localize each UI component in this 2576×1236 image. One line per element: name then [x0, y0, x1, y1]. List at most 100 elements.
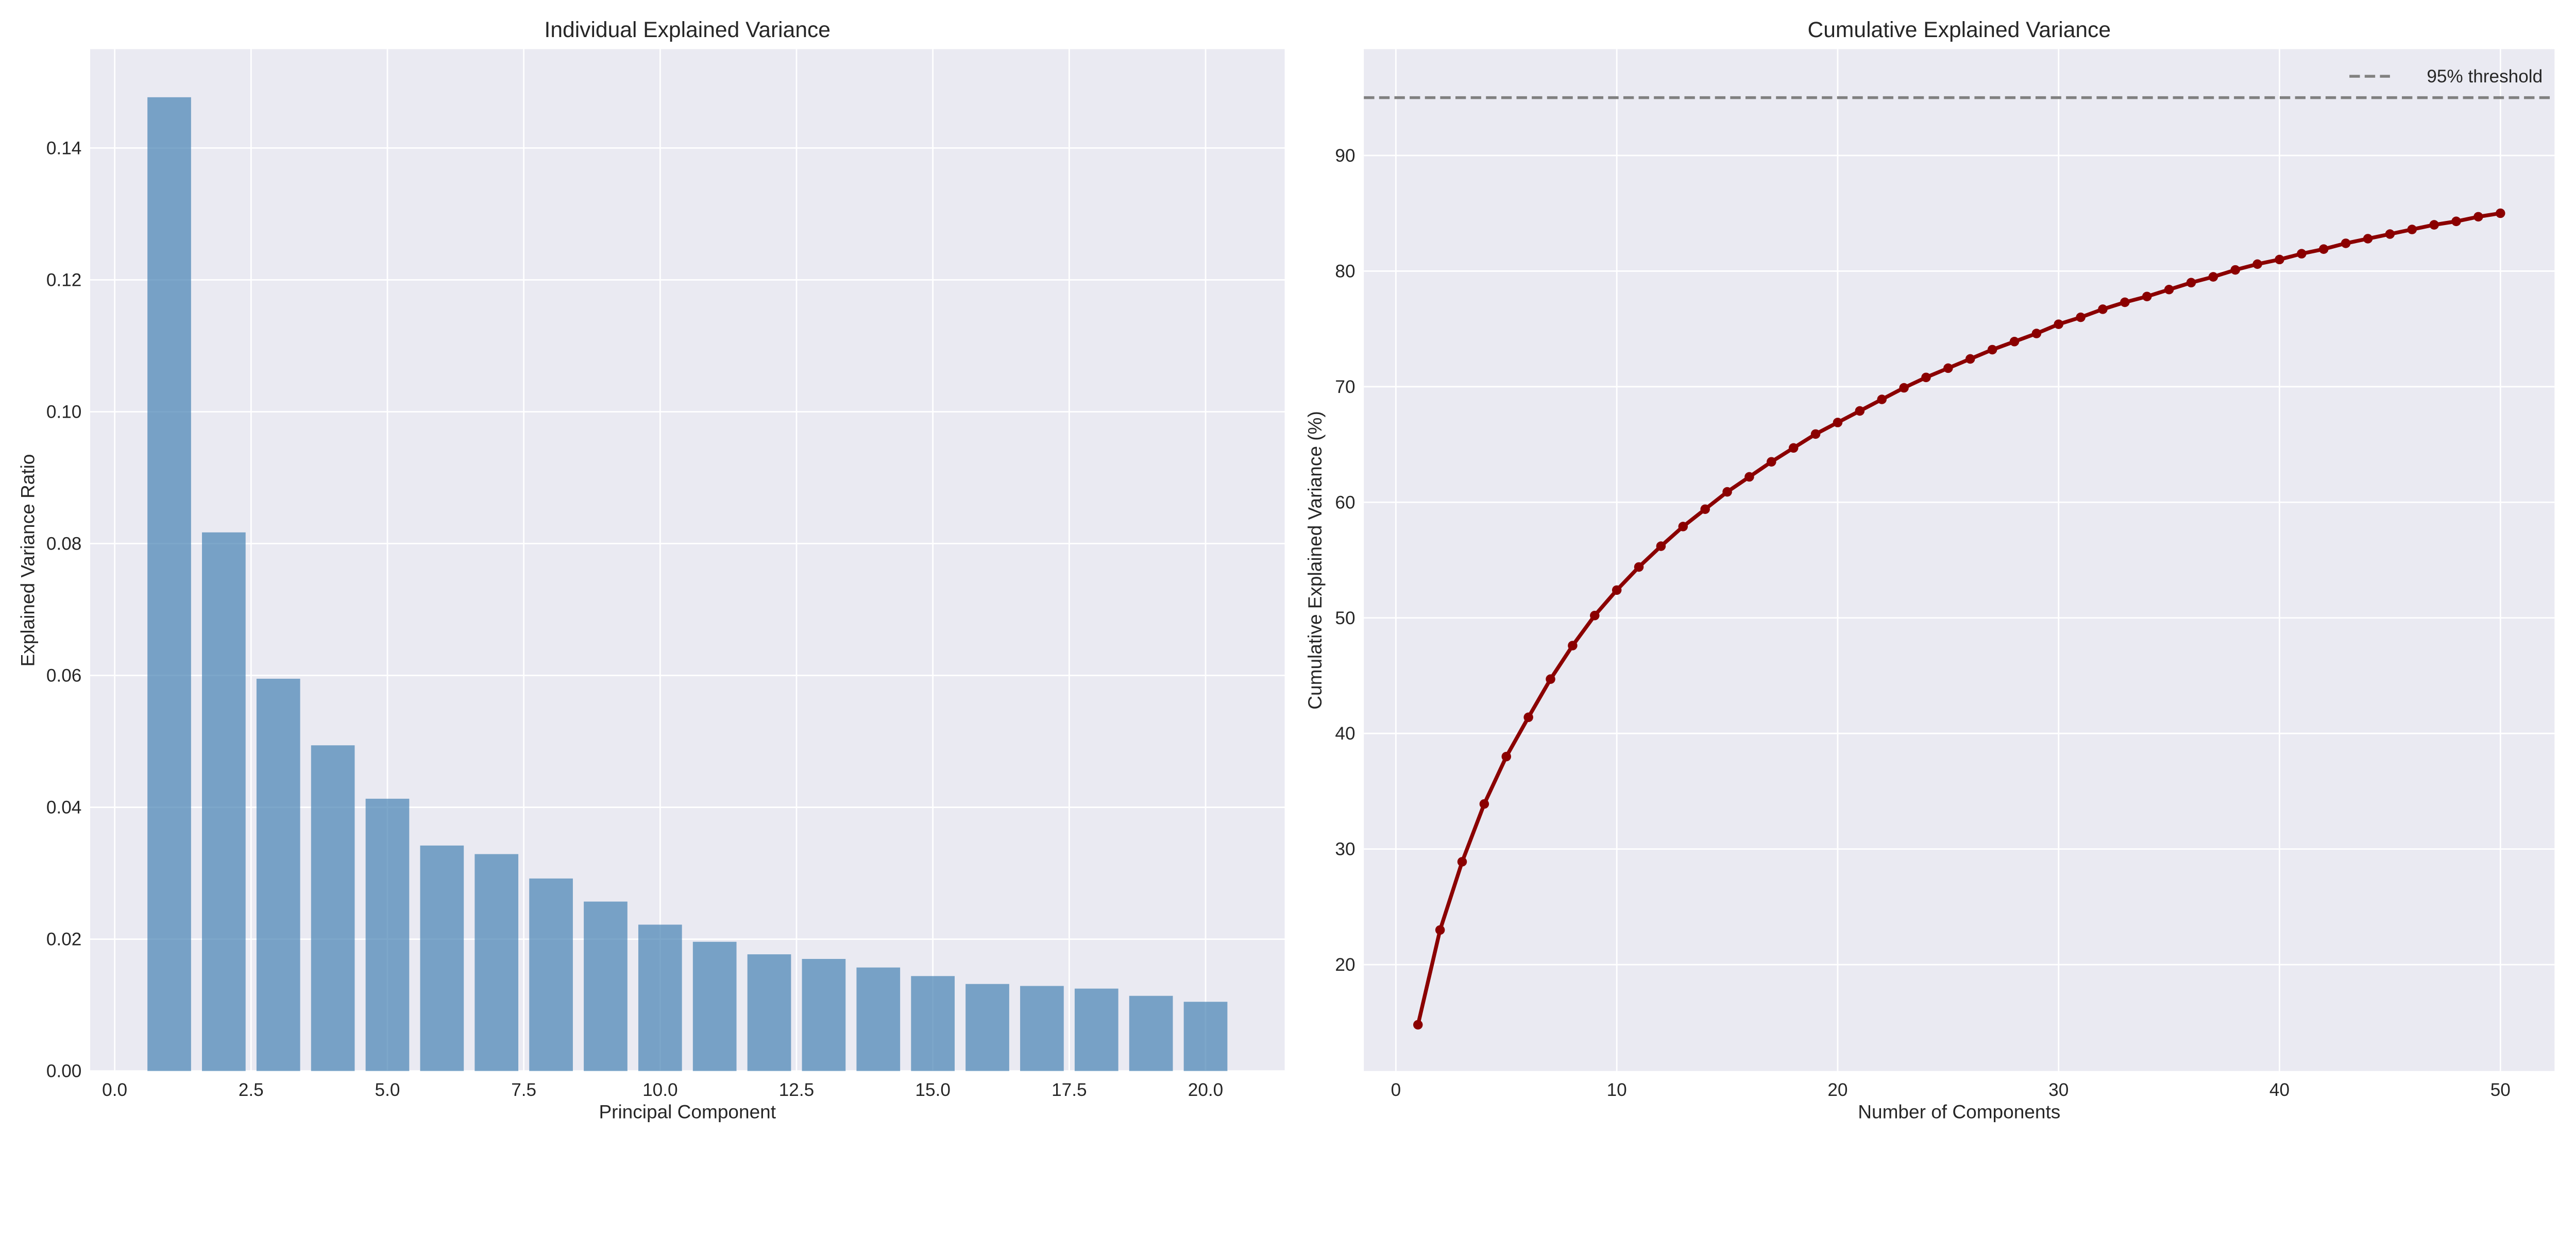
chart-title: Cumulative Explained Variance	[1808, 18, 2111, 42]
point-27	[1987, 345, 1997, 355]
point-9	[1590, 610, 1600, 621]
bar-pc-1	[147, 97, 191, 1071]
figure: Individual Explained Variance Principal …	[17, 18, 2555, 1122]
y-axis-label: Cumulative Explained Variance (%)	[1304, 411, 1326, 709]
y-tick-label: 90	[1335, 146, 1355, 166]
point-14	[1700, 504, 1710, 514]
point-35	[2164, 284, 2174, 295]
bar-pc-6	[420, 845, 464, 1071]
y-tick-label: 20	[1335, 955, 1355, 975]
point-7	[1546, 674, 1555, 684]
point-23	[1899, 383, 1909, 393]
point-3	[1457, 857, 1467, 867]
point-29	[2031, 329, 2042, 338]
point-50	[2496, 208, 2505, 218]
point-8	[1568, 641, 1578, 650]
point-48	[2451, 216, 2461, 227]
bar-pc-13	[802, 958, 846, 1071]
y-tick-label: 0.04	[46, 798, 81, 818]
x-tick-label: 2.5	[239, 1080, 264, 1100]
point-13	[1678, 522, 1688, 531]
y-tick-label: 40	[1335, 724, 1355, 744]
y-axis-label: Explained Variance Ratio	[17, 454, 39, 667]
bar-pc-5	[365, 798, 410, 1071]
point-21	[1855, 406, 1865, 416]
point-28	[2009, 337, 2020, 347]
individual-variance-chart: Individual Explained Variance Principal …	[17, 18, 1285, 1122]
y-tick-label: 0.02	[46, 930, 81, 950]
point-26	[1965, 354, 1975, 364]
point-44	[2363, 234, 2373, 244]
point-39	[2252, 259, 2262, 269]
point-47	[2429, 220, 2439, 230]
point-2	[1435, 925, 1445, 935]
point-43	[2341, 238, 2351, 248]
y-tick-label: 50	[1335, 608, 1355, 628]
bar-pc-19	[1129, 995, 1173, 1071]
bar-pc-15	[911, 976, 955, 1071]
x-tick-label: 40	[2269, 1080, 2290, 1100]
point-25	[1943, 363, 1953, 373]
plot-area	[1364, 49, 2555, 1071]
point-17	[1767, 457, 1776, 467]
point-18	[1788, 443, 1799, 453]
bar-pc-18	[1074, 988, 1118, 1071]
bar-pc-9	[584, 901, 628, 1071]
point-11	[1634, 562, 1644, 572]
y-tick-label: 0.06	[46, 666, 81, 686]
point-20	[1833, 418, 1843, 427]
legend: 95% threshold	[2349, 66, 2543, 87]
point-46	[2407, 225, 2417, 234]
y-tick-label: 0.08	[46, 534, 81, 554]
point-36	[2186, 278, 2196, 288]
bar-pc-7	[474, 854, 519, 1071]
point-31	[2076, 312, 2086, 322]
point-45	[2385, 229, 2395, 239]
x-tick-label: 30	[2048, 1080, 2069, 1100]
cumulative-variance-chart: Cumulative Explained Variance Number of …	[1304, 18, 2555, 1122]
point-42	[2318, 244, 2329, 254]
bar-pc-10	[638, 924, 682, 1071]
y-tick-label: 70	[1335, 377, 1355, 397]
y-tick-label: 0.12	[46, 270, 81, 290]
point-24	[1921, 372, 1931, 383]
point-6	[1523, 712, 1533, 723]
point-12	[1656, 541, 1666, 551]
bar-pc-14	[856, 967, 901, 1071]
point-38	[2230, 265, 2241, 275]
point-22	[1877, 394, 1887, 404]
bar-pc-12	[747, 954, 791, 1071]
point-34	[2142, 291, 2152, 301]
x-tick-label: 20.0	[1188, 1080, 1223, 1100]
x-tick-label: 50	[2490, 1080, 2511, 1100]
y-tick-label: 80	[1335, 261, 1355, 281]
y-tick-label: 0.14	[46, 138, 81, 158]
point-15	[1722, 487, 1732, 497]
x-tick-label: 20	[1827, 1080, 1848, 1100]
x-axis-label: Principal Component	[599, 1101, 776, 1122]
x-tick-label: 10	[1607, 1080, 1627, 1100]
point-1	[1413, 1020, 1423, 1030]
point-37	[2208, 272, 2218, 282]
bar-pc-8	[529, 878, 573, 1071]
x-tick-label: 0.0	[102, 1080, 127, 1100]
point-5	[1501, 751, 1512, 762]
x-tick-label: 10.0	[642, 1080, 677, 1100]
x-tick-label: 7.5	[511, 1080, 536, 1100]
y-tick-label: 0.00	[46, 1061, 81, 1082]
point-32	[2098, 304, 2108, 314]
point-33	[2120, 297, 2130, 307]
bar-pc-11	[692, 941, 737, 1071]
point-16	[1744, 472, 1754, 482]
point-41	[2297, 249, 2307, 259]
x-tick-label: 15.0	[915, 1080, 950, 1100]
bar-pc-17	[1020, 986, 1064, 1071]
y-tick-label: 0.10	[46, 402, 81, 422]
chart-title: Individual Explained Variance	[545, 18, 831, 42]
bar-pc-3	[256, 678, 300, 1071]
bar-pc-16	[965, 984, 1009, 1071]
x-tick-label: 0	[1391, 1080, 1401, 1100]
bar-pc-20	[1183, 1002, 1228, 1071]
y-tick-label: 30	[1335, 839, 1355, 860]
legend-label: 95% threshold	[2427, 66, 2543, 87]
